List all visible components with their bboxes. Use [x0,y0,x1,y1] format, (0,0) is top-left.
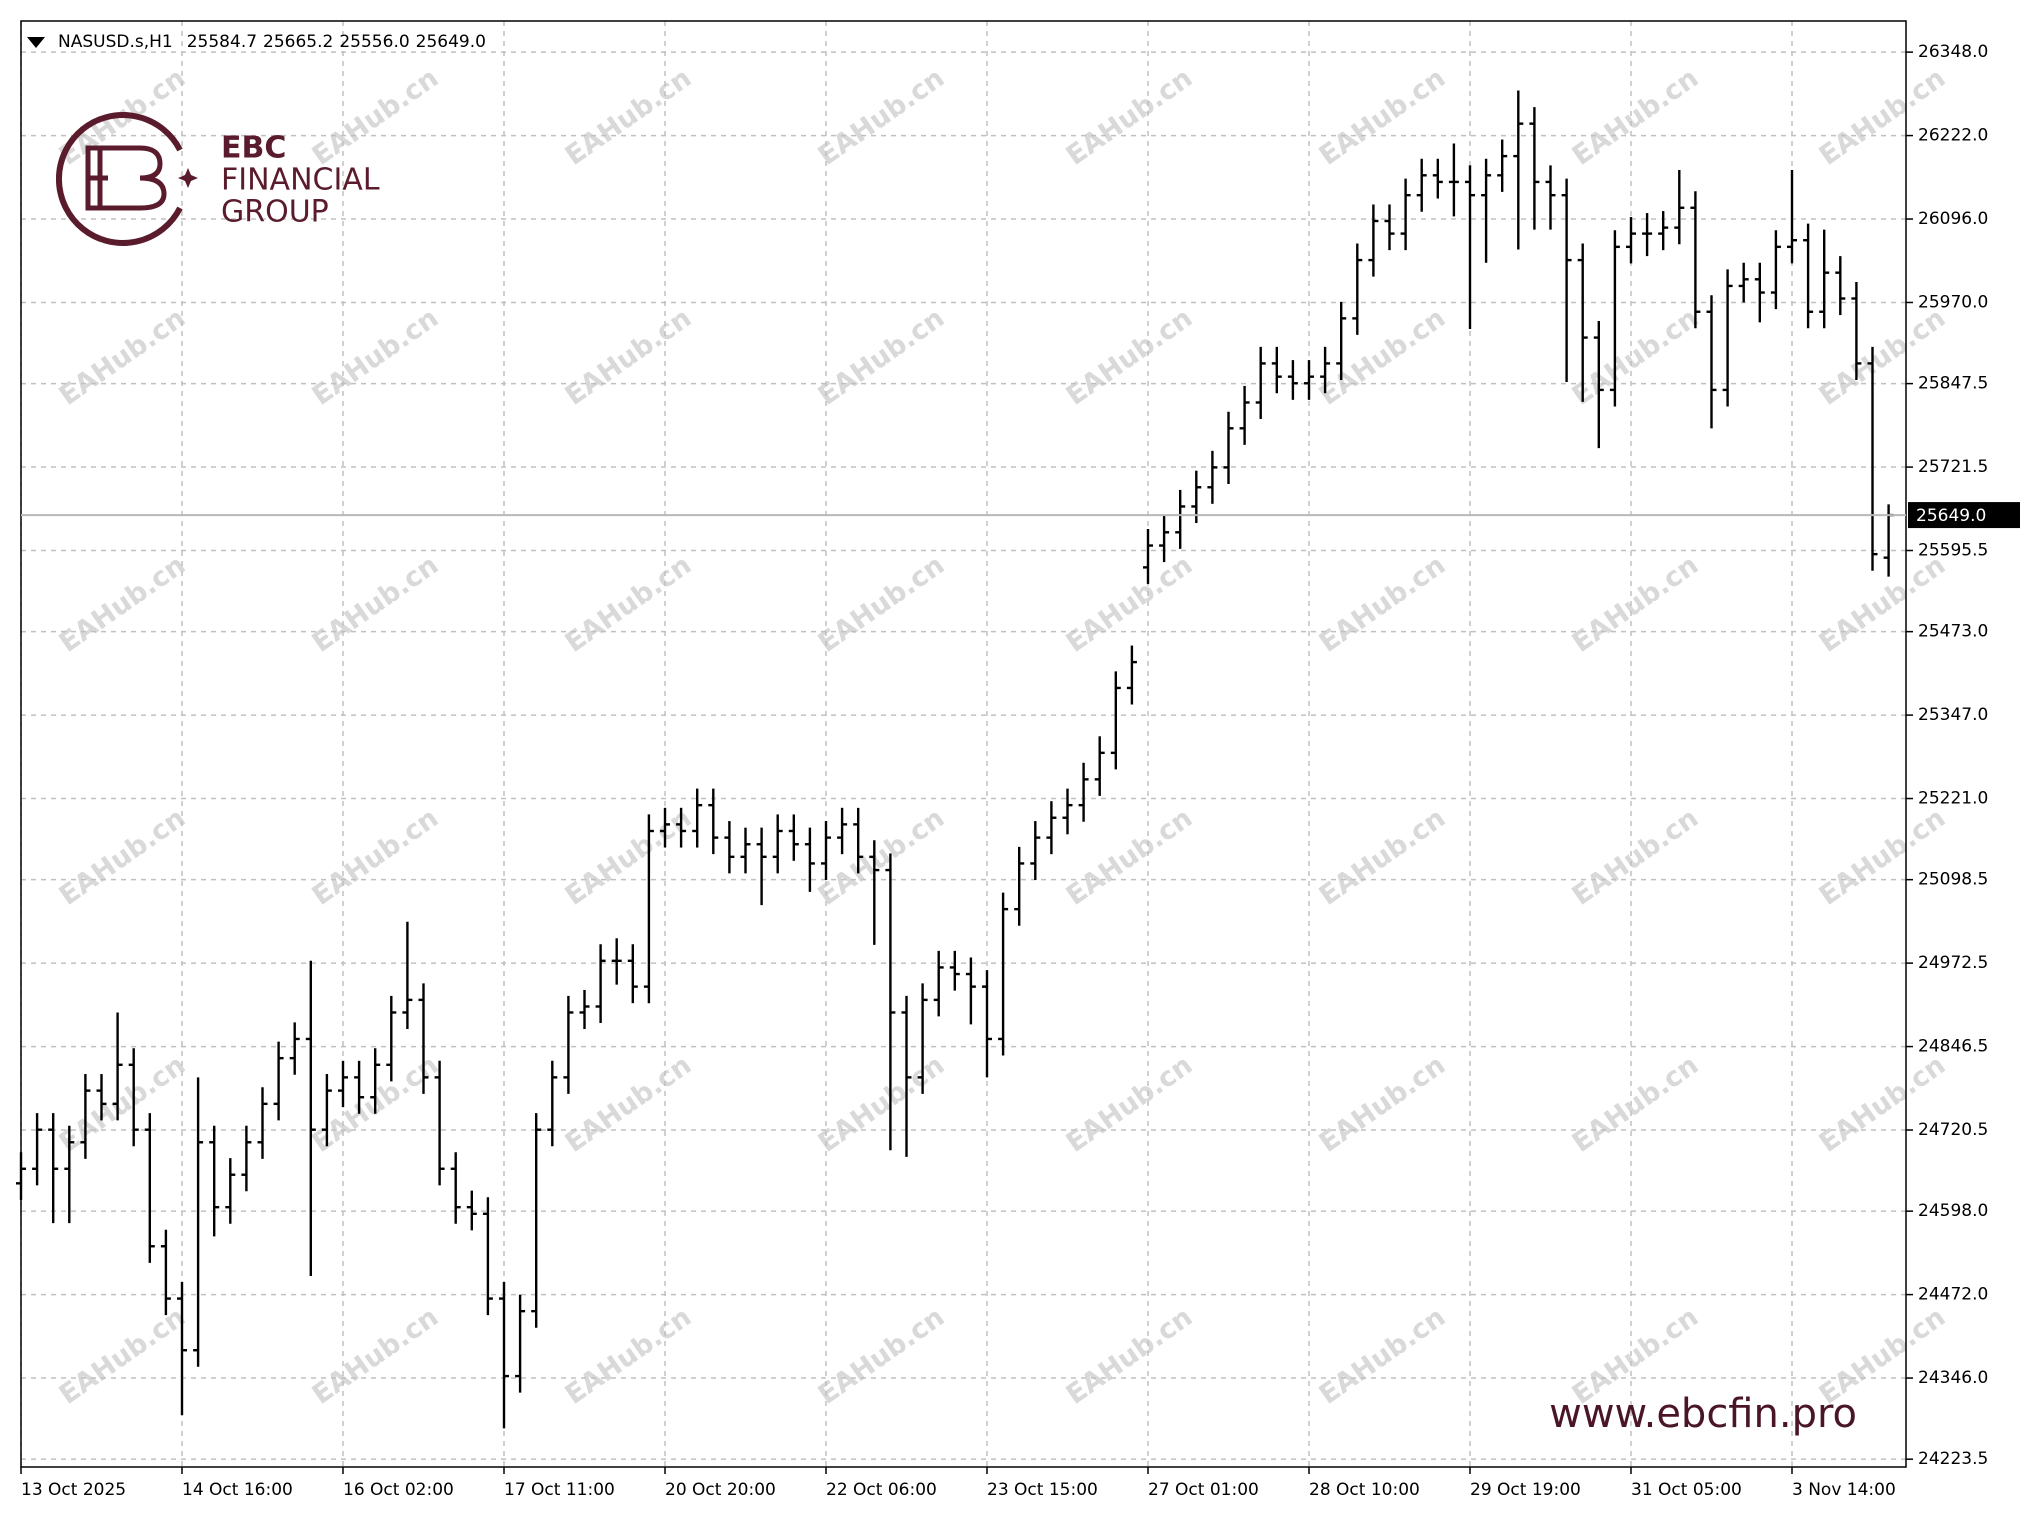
watermark: EAHub.cn [1314,1050,1451,1159]
watermark: EAHub.cn [1061,803,1198,912]
y-tick-label: 25098.5 [1918,870,1988,890]
close: 25649.0 [416,32,486,52]
y-tick-label: 25473.0 [1918,622,1988,642]
watermark: EAHub.cn [1814,303,1951,412]
y-tick-label: 24472.0 [1918,1285,1988,1305]
watermark: EAHub.cn [560,550,697,659]
watermark: EAHub.cn [307,550,444,659]
watermark: EAHub.cn [1567,550,1704,659]
watermark: EAHub.cn [813,1302,950,1411]
x-tick-label: 22 Oct 06:00 [826,1480,937,1500]
watermark: EAHub.cn [813,1050,950,1159]
x-tick-label: 27 Oct 01:00 [1148,1480,1259,1500]
header: NASUSD.s,H1 25584.7 25665.2 25556.0 25649.0 [58,32,486,52]
x-tick-label: 23 Oct 15:00 [987,1480,1098,1500]
y-tick-label: 24846.5 [1918,1037,1988,1057]
watermark: EAHub.cn [1814,63,1951,172]
watermark: EAHub.cn [1567,303,1704,412]
watermark: EAHub.cn [54,550,191,659]
y-tick-label: 25221.0 [1918,789,1988,809]
watermark: EAHub.cn [1061,1302,1198,1411]
low: 25556.0 [339,32,409,52]
watermark: EAHub.cn [560,303,697,412]
brand-url: www.ebcfin.pro [1549,1391,1857,1437]
y-tick-label: 25347.0 [1918,705,1988,725]
y-tick-label: 24972.5 [1918,953,1988,973]
watermark: EAHub.cn [1314,803,1451,912]
grid [20,21,1906,1467]
watermark: EAHub.cn [307,1302,444,1411]
x-tick-label: 14 Oct 16:00 [182,1480,293,1500]
watermark: EAHub.cn [1567,803,1704,912]
brand-name: EBC [221,131,286,166]
watermark: EAHub.cn [560,803,697,912]
watermark: EAHub.cn [1814,1050,1951,1159]
watermark: EAHub.cn [560,1302,697,1411]
symbol: NASUSD.s,H1 [58,32,173,52]
y-tick-label: 24223.5 [1918,1449,1988,1469]
x-tick-label: 17 Oct 11:00 [504,1480,615,1500]
watermark: EAHub.cn [54,803,191,912]
watermark: EAHub.cn [560,1050,697,1159]
price-label: 25649.0 [1916,506,1986,526]
y-tick-label: 26348.0 [1918,42,1988,62]
watermark: EAHub.cn [1567,1050,1704,1159]
watermark: EAHub.cn [1314,63,1451,172]
x-tick-label: 16 Oct 02:00 [343,1480,454,1500]
logo-monogram [85,145,167,211]
brand-line: GROUP [221,195,329,230]
watermark: EAHub.cn [54,303,191,412]
menu-arrow [27,37,45,48]
watermark: EAHub.cn [813,303,950,412]
y-tick-label: 24720.5 [1918,1120,1988,1140]
x-tick-label: 3 Nov 14:00 [1792,1480,1896,1500]
watermark: EAHub.cn [1061,550,1198,659]
watermark: EAHub.cn [54,1050,191,1159]
watermark: EAHub.cn [813,63,950,172]
logo-ring [55,112,183,246]
brand-line: FINANCIAL [221,163,380,198]
watermark: EAHub.cn [813,803,950,912]
y-tick-label: 24598.0 [1918,1201,1988,1221]
watermark: EAHub.cn [307,303,444,412]
x-tick-label: 20 Oct 20:00 [665,1480,776,1500]
bars [16,90,1894,1429]
watermark: EAHub.cn [1061,63,1198,172]
y-tick-label: 24346.0 [1918,1368,1988,1388]
watermark: EAHub.cn [1567,63,1704,172]
x-tick-label: 31 Oct 05:00 [1631,1480,1742,1500]
x-tick-label: 29 Oct 19:00 [1470,1480,1581,1500]
watermark: EAHub.cn [1314,1302,1451,1411]
watermark: EAHub.cn [54,1302,191,1411]
watermark: EAHub.cn [1061,303,1198,412]
open: 25584.7 [187,32,257,52]
logo-star [178,168,198,188]
y-tick-label: 26222.0 [1918,126,1988,146]
x-tick-label: 13 Oct 2025 [21,1480,126,1500]
y-tick-label: 25970.0 [1918,292,1988,312]
x-tick-label: 28 Oct 10:00 [1309,1480,1420,1500]
y-tick-label: 25721.5 [1918,457,1988,477]
watermark: EAHub.cn [813,550,950,659]
watermark: EAHub.cn [1314,303,1451,412]
y-tick-label: 25847.5 [1918,374,1988,394]
watermark: EAHub.cn [1314,550,1451,659]
logo: EBC FINANCIAL GROUP [55,112,380,246]
high: 25665.2 [263,32,333,52]
plot-frame [20,20,1907,1468]
watermark: EAHub.cn [1814,803,1951,912]
watermark: EAHub.cn [307,63,444,172]
y-tick-label: 25595.5 [1918,541,1988,561]
y-tick-label: 26096.0 [1918,209,1988,229]
price-marker [1908,502,2020,529]
watermark: EAHub.cn [1814,550,1951,659]
watermarks: EAHub.cn EAHub.cn EAHub.cn EAHub.cn EAHub.cn… [54,63,1951,1411]
watermark: EAHub.cn [1061,1050,1198,1159]
watermark: EAHub.cn [307,803,444,912]
watermark: EAHub.cn [560,63,697,172]
